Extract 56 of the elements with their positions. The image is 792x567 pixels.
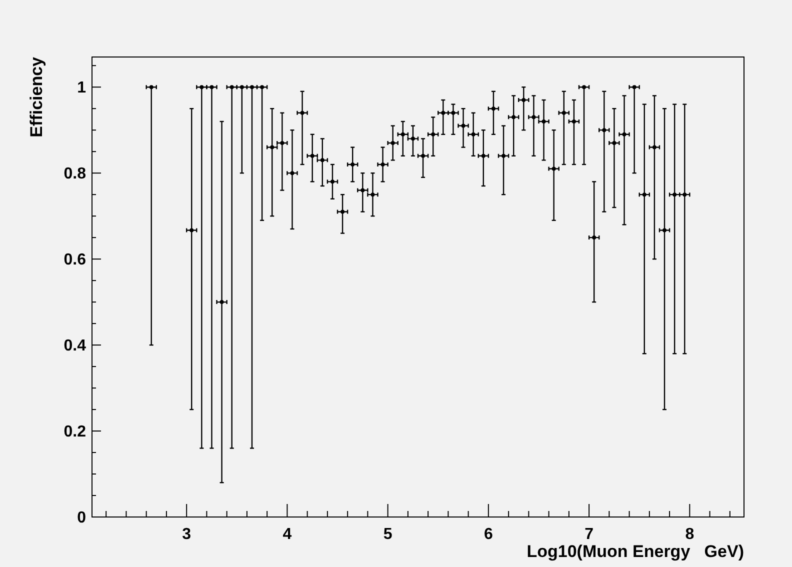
point: [642, 192, 646, 197]
point: [270, 145, 274, 150]
point: [310, 154, 314, 158]
x-tick-label: 8: [685, 526, 694, 543]
point: [320, 158, 324, 162]
point: [190, 228, 194, 232]
point: [300, 110, 304, 115]
y-tick-label: 0.4: [64, 338, 86, 355]
point: [451, 110, 456, 115]
point: [682, 192, 687, 197]
point: [491, 106, 496, 111]
point: [622, 132, 626, 136]
point: [461, 124, 466, 128]
point: [410, 136, 415, 141]
point: [431, 132, 436, 136]
y-axis-title: Efficiency: [27, 56, 46, 138]
point: [592, 236, 596, 240]
point: [672, 192, 677, 197]
point: [562, 110, 566, 115]
y-tick-label: 0.8: [64, 166, 86, 183]
point: [542, 119, 546, 124]
x-tick-label: 6: [484, 526, 493, 543]
x-tick-label: 5: [383, 526, 392, 543]
point: [220, 300, 224, 304]
point: [522, 98, 526, 102]
y-tick-label: 1: [77, 80, 86, 97]
x-axis-title: Log10(Muon Energy GeV): [526, 542, 744, 561]
point: [471, 132, 476, 136]
point: [662, 228, 667, 232]
point: [390, 140, 395, 145]
point: [572, 119, 576, 124]
point: [612, 140, 616, 145]
x-tick-label: 3: [182, 526, 192, 543]
point: [652, 145, 656, 150]
point: [370, 192, 375, 197]
x-tick-label: 7: [584, 526, 594, 543]
point: [400, 132, 405, 136]
point: [441, 110, 446, 115]
point: [280, 140, 284, 145]
point: [350, 162, 355, 166]
point: [340, 210, 345, 214]
point: [290, 171, 294, 176]
point: [330, 180, 334, 184]
y-tick-label: 0.6: [64, 252, 86, 269]
point: [481, 154, 486, 158]
point: [552, 166, 556, 171]
point: [502, 154, 506, 158]
y-tick-label: 0.2: [64, 424, 86, 441]
point: [512, 115, 516, 120]
y-tick-label: 0: [77, 510, 86, 527]
point: [421, 154, 426, 158]
point: [360, 188, 365, 192]
point: [380, 162, 385, 166]
x-tick-label: 4: [282, 526, 292, 543]
point: [602, 128, 606, 132]
point: [532, 115, 536, 120]
